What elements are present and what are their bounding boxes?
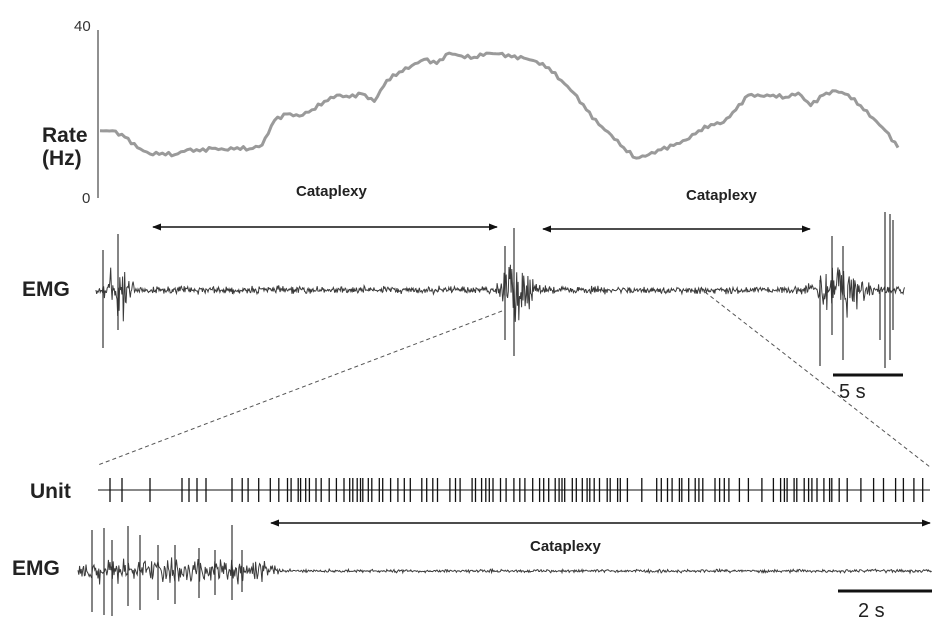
rate-panel: 40 0 Rate (Hz) bbox=[42, 18, 900, 207]
cataplexy-annotations: Cataplexy Cataplexy bbox=[152, 183, 811, 233]
rate-ytick-min: 0 bbox=[82, 190, 90, 207]
zoom-guide-right bbox=[704, 291, 931, 468]
cataplexy-label-3: Cataplexy bbox=[530, 538, 602, 555]
rate-ylabel-line1: Rate bbox=[42, 124, 88, 147]
emg-expanded-path bbox=[77, 557, 932, 585]
cataplexy-label-1: Cataplexy bbox=[296, 183, 368, 200]
unit-label: Unit bbox=[30, 480, 71, 503]
expanded-panel: Unit Cataplexy EMG 2 s bbox=[12, 478, 932, 622]
scale-bar-2s-label: 2 s bbox=[858, 600, 885, 622]
emg-expanded-label: EMG bbox=[12, 557, 60, 580]
rate-ytick-max: 40 bbox=[74, 18, 91, 35]
emg-overview-trace bbox=[95, 212, 905, 368]
scale-bar-5s-label: 5 s bbox=[839, 381, 866, 403]
cataplexy-label-2: Cataplexy bbox=[686, 187, 758, 204]
unit-spike-raster bbox=[109, 478, 924, 502]
zoom-guides bbox=[97, 291, 931, 468]
emg-overview-path bbox=[95, 264, 905, 322]
zoom-guide-left bbox=[97, 310, 503, 466]
rate-series-line bbox=[99, 51, 900, 160]
emg-overview-label: EMG bbox=[22, 278, 70, 301]
emg-expanded-trace bbox=[77, 525, 932, 616]
rate-ylabel-line2: (Hz) bbox=[42, 147, 82, 170]
emg-overview-panel: EMG 5 s bbox=[22, 212, 905, 403]
